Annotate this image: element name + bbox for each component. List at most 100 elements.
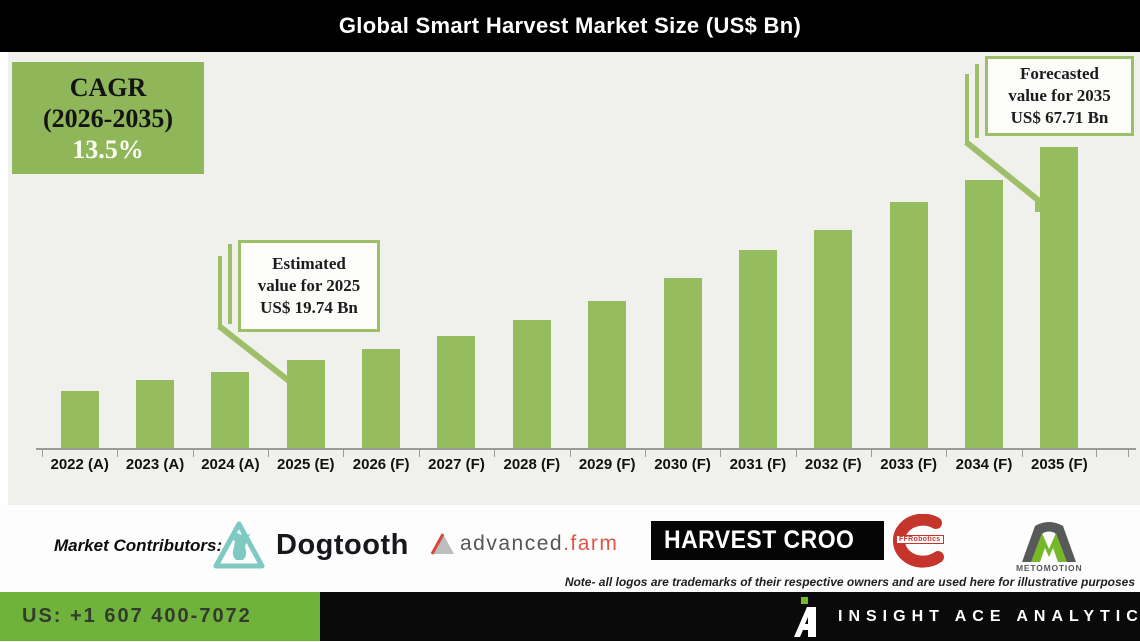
axis-tick [192, 450, 194, 457]
axis-tick [1096, 450, 1097, 457]
bar-slot [42, 391, 117, 448]
bar-slot [796, 230, 871, 448]
estimated-callout-value: US$ 19.74 Bn [260, 298, 358, 317]
bar-slot [570, 301, 645, 448]
brand-name: INSIGHT ACE ANALYTIC [838, 607, 1140, 625]
cagr-value: 13.5% [72, 135, 144, 164]
phone-block: US: +1 607 400-7072 [0, 592, 320, 641]
x-tick-label: 2035 (F) [1031, 456, 1088, 473]
bar-2035 [1040, 147, 1079, 448]
dogtooth-triangle-icon [213, 521, 265, 569]
bar-2029 [588, 301, 627, 448]
phone-number: US: +1 607 400-7072 [22, 605, 252, 627]
bar-slot [343, 349, 418, 448]
axis-tick [418, 450, 420, 457]
harvest-croo-logo: HARVEST CROO [651, 521, 884, 560]
x-tick-label: 2032 (F) [804, 456, 862, 473]
axis-tick [720, 450, 722, 457]
axis-tick [268, 450, 270, 457]
bar-2024 [211, 372, 250, 448]
bar-2034 [964, 180, 1003, 448]
harvest-croo-name: HARVEST CROO [664, 526, 855, 554]
bar-2030 [663, 278, 702, 448]
x-tick-label: 2030 (F) [654, 456, 711, 473]
x-tick-label: 2028 (F) [503, 456, 561, 473]
ffrobotics-logo: FFRobotics [884, 514, 950, 568]
axis-tick [117, 450, 119, 457]
dogtooth-name: Dogtooth [276, 528, 409, 561]
cagr-label: CAGR [69, 73, 147, 102]
forecasted-callout-line2: value for 2035 [1008, 86, 1111, 105]
bar-2032 [814, 230, 853, 448]
bar-2025 [286, 360, 325, 448]
bar-2031 [738, 250, 777, 448]
x-tick-label: 2027 (F) [428, 456, 485, 473]
estimated-callout-line1: Estimated [272, 254, 346, 273]
cagr-period: (2026-2035) [43, 104, 173, 133]
bar-slot [268, 360, 343, 448]
x-tick-label: 2029 (F) [578, 456, 636, 473]
bar-2022 [60, 391, 99, 448]
contributors-strip: Market Contributors: Dogtooth advanced .f… [0, 505, 1140, 592]
advanced-farm-logo: advanced .farm [430, 531, 618, 557]
axis-tick [42, 450, 43, 457]
chart-panel: CAGR (2026-2035) 13.5% 2022 (A) 2023 (A) 2… [0, 52, 1140, 505]
axis-tick [870, 450, 872, 457]
axis-end-tick [1128, 450, 1129, 457]
x-tick-label: 2034 (F) [955, 456, 1013, 473]
bar-2033 [889, 202, 928, 448]
metomotion-logo: METOMOTION [1016, 518, 1082, 573]
bar-slot [419, 336, 494, 448]
x-tick-label: 2031 (F) [729, 456, 787, 473]
estimated-callout-line2: value for 2025 [257, 276, 361, 295]
dogtooth-logo: Dogtooth [212, 519, 409, 571]
bar-slot [1022, 147, 1097, 448]
advanced-farm-name-part1: advanced [460, 532, 564, 555]
x-tick-label: 2022 (A) [50, 456, 109, 473]
bar-slot [720, 250, 795, 448]
advanced-farm-name-part2: .farm [563, 532, 619, 555]
advanced-farm-triangle-icon [430, 533, 454, 555]
bar-slot [871, 202, 946, 448]
estimated-value-callout: Estimated value for 2025 US$ 19.74 Bn [238, 240, 380, 332]
bar-2028 [512, 320, 551, 448]
contributors-label: Market Contributors: [54, 536, 223, 555]
bar-slot [645, 278, 720, 448]
bar-slot [117, 380, 192, 448]
brand-block: INSIGHT ACE ANALYTIC [792, 592, 1140, 641]
x-tick-label: 2026 (F) [352, 456, 410, 473]
bar-slot [494, 320, 569, 448]
x-axis-ticks [42, 450, 1129, 458]
forecasted-value-callout: Forecasted value for 2035 US$ 67.71 Bn [985, 56, 1134, 136]
axis-tick [494, 450, 496, 457]
chart-title: Global Smart Harvest Market Size (US$ Bn… [338, 13, 802, 38]
axis-tick [644, 450, 646, 457]
bar-2023 [136, 380, 175, 448]
trademark-note: Note- all logos are trademarks of their … [564, 575, 1135, 589]
cagr-box: CAGR (2026-2035) 13.5% [12, 62, 204, 174]
bar-slot [946, 180, 1021, 448]
axis-tick [569, 450, 571, 457]
bar-2027 [437, 336, 476, 448]
footer: US: +1 607 400-7072 INSIGHT ACE ANALYTIC [0, 592, 1140, 641]
x-tick-label: 2024 (A) [201, 456, 260, 473]
insight-ace-logo-icon [792, 596, 822, 637]
x-axis-labels: 2022 (A) 2023 (A) 2024 (A) 2025 (E) 2026 (F)… [42, 456, 1097, 473]
axis-tick [343, 450, 345, 457]
bar-2026 [362, 349, 401, 448]
forecasted-callout-line1: Forecasted [1020, 64, 1099, 83]
axis-tick [1021, 450, 1023, 457]
x-axis-line [36, 448, 1136, 450]
forecasted-callout-value: US$ 67.71 Bn [1010, 108, 1109, 127]
x-tick-label: 2033 (F) [880, 456, 937, 473]
ffrobotics-name: FFRobotics [896, 535, 944, 544]
title-bar: Global Smart Harvest Market Size (US$ Bn… [0, 0, 1140, 52]
metomotion-arch-icon [1022, 522, 1077, 562]
axis-tick [795, 450, 797, 457]
x-tick-label: 2023 (A) [125, 456, 185, 473]
axis-tick [946, 450, 948, 457]
x-tick-label: 2025 (E) [276, 456, 335, 473]
bar-series [42, 118, 1097, 448]
metomotion-name: METOMOTION [1016, 563, 1083, 573]
